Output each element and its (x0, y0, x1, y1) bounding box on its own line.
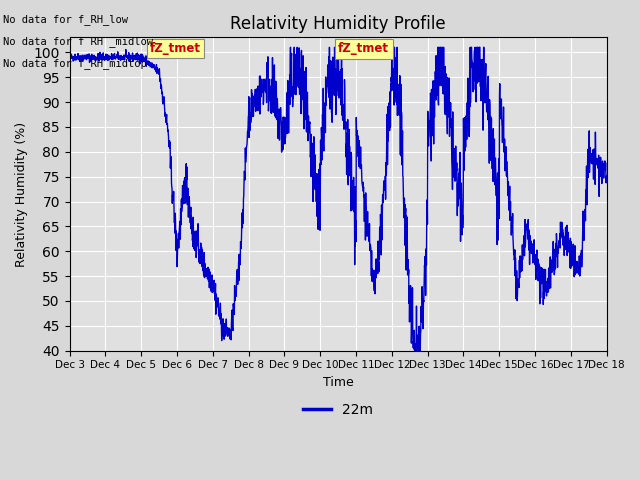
Y-axis label: Relativity Humidity (%): Relativity Humidity (%) (15, 121, 28, 266)
Title: Relativity Humidity Profile: Relativity Humidity Profile (230, 15, 446, 33)
Legend: 22m: 22m (298, 397, 379, 422)
Text: fZ_tmet: fZ_tmet (338, 42, 389, 55)
Text: No data for f_RH_midtop: No data for f_RH_midtop (3, 58, 147, 69)
Text: fZ_tmet: fZ_tmet (150, 42, 201, 55)
X-axis label: Time: Time (323, 376, 353, 389)
Text: No data for f̅RH̅_midlow: No data for f̅RH̅_midlow (3, 36, 153, 47)
Text: No data for f_RH_low: No data for f_RH_low (3, 14, 128, 25)
